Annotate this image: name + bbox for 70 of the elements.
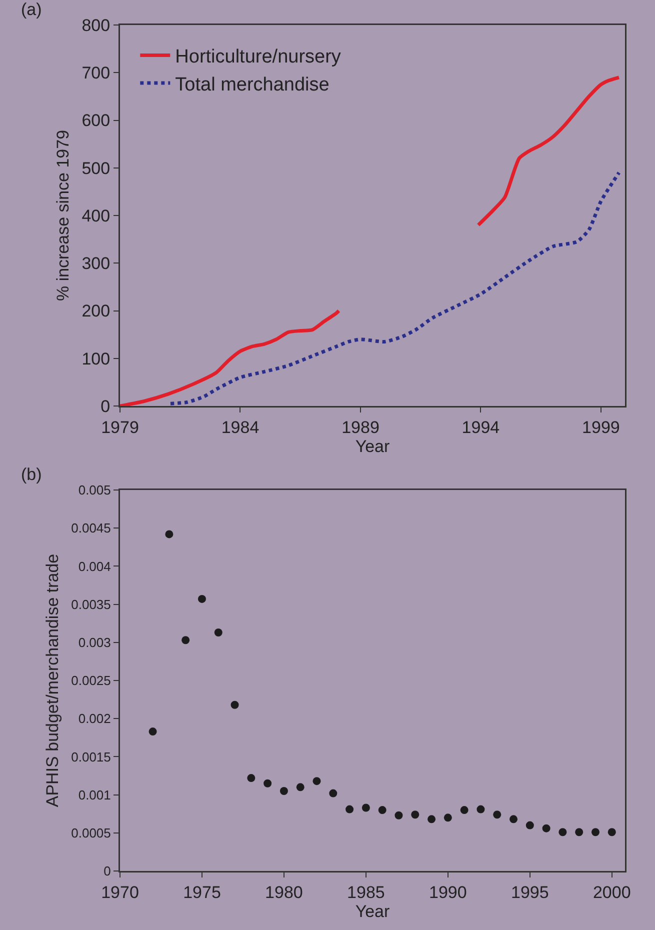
- x-tick-label: 1979: [101, 418, 139, 437]
- legend-label: Total merchandise: [175, 74, 330, 96]
- x-tick-label: 1975: [183, 882, 221, 902]
- point: [378, 806, 386, 814]
- x-tick-label: 2000: [592, 882, 631, 902]
- y-tick-label: 0.001: [78, 787, 111, 802]
- x-tick-label: 1990: [429, 882, 467, 902]
- point: [558, 828, 567, 836]
- point: [444, 814, 452, 822]
- y-tick-label: 200: [82, 302, 110, 321]
- x-tick-label: 1984: [221, 418, 260, 437]
- point: [247, 774, 256, 782]
- point: [182, 636, 190, 644]
- point: [148, 728, 157, 736]
- y-tick-label: 600: [82, 111, 110, 130]
- x-tick-label: 1994: [462, 418, 500, 437]
- y-tick-label: 500: [82, 158, 110, 178]
- point: [214, 628, 222, 636]
- x-tick-label: 1980: [265, 882, 303, 902]
- point: [165, 530, 174, 538]
- point: [394, 811, 403, 820]
- y-tick-label: 0.0015: [71, 749, 111, 764]
- point: [264, 779, 272, 788]
- point: [493, 810, 502, 819]
- y-tick-label: 0.0025: [71, 673, 111, 688]
- text: (a): [21, 0, 42, 19]
- y-axis-title: % increase since 1979: [54, 130, 73, 302]
- y-tick-label: 0.004: [78, 558, 111, 574]
- x-tick-label: 1995: [510, 882, 549, 902]
- point: [591, 828, 600, 836]
- point: [526, 821, 534, 830]
- y-tick-label: 300: [82, 254, 110, 274]
- x-tick-label: 1985: [347, 882, 385, 902]
- point: [542, 824, 550, 832]
- text: (b): [21, 465, 42, 484]
- y-tick-label: 0: [100, 396, 110, 416]
- point: [312, 777, 321, 786]
- y-tick-label: 0.0035: [71, 596, 111, 612]
- point: [280, 786, 288, 795]
- y-tick-label: 0.002: [78, 711, 111, 726]
- line-series: [168, 170, 621, 406]
- y-tick-label: 400: [82, 206, 110, 226]
- x-axis-title: Year: [355, 437, 390, 456]
- y-tick-label: 0.0005: [71, 825, 111, 840]
- point: [198, 594, 206, 603]
- y-tick-label: 0.005: [78, 482, 111, 498]
- point: [346, 805, 354, 814]
- x-tick-label: 1989: [342, 418, 380, 437]
- point: [476, 805, 485, 814]
- legend-label: Horticulture/nursery: [175, 46, 342, 68]
- point: [608, 828, 616, 836]
- point: [575, 828, 584, 836]
- point: [460, 806, 468, 814]
- point: [510, 815, 518, 824]
- y-tick-label: 0.0045: [71, 520, 111, 536]
- point: [230, 700, 239, 709]
- point: [428, 815, 436, 824]
- point: [329, 789, 338, 798]
- y-tick-label: 0.003: [78, 634, 111, 650]
- y-axis-title: APHIS budget/merchandise trade: [42, 554, 62, 808]
- x-tick-label: 1999: [582, 418, 620, 437]
- x-tick-label: 1970: [101, 882, 139, 902]
- x-axis-title: Year: [355, 902, 390, 922]
- y-tick-label: 800: [82, 16, 110, 35]
- y-tick-label: 0: [104, 864, 111, 879]
- point: [411, 810, 420, 819]
- point: [362, 804, 370, 812]
- y-tick-label: 100: [82, 349, 110, 368]
- point: [296, 783, 304, 792]
- y-tick-label: 700: [82, 64, 110, 83]
